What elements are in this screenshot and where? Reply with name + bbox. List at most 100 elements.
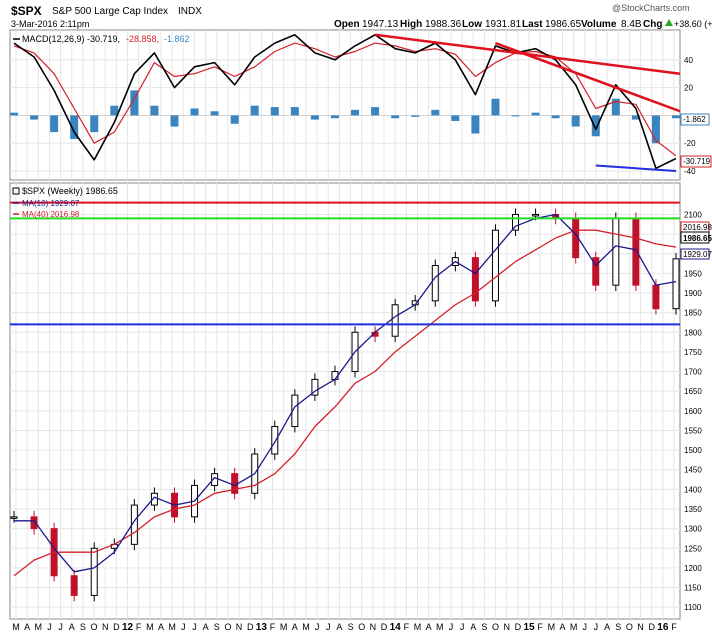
x-tick-label: N (370, 622, 377, 632)
x-tick-label: N (503, 622, 510, 632)
open-label: Open (334, 19, 360, 30)
price-legend-swatch (12, 187, 20, 195)
price-candle-body (471, 257, 479, 302)
macd-histogram-bar (491, 98, 500, 116)
x-tick-label: O (358, 622, 365, 632)
macd-legend-signal: -28.858, (126, 34, 159, 44)
macd-badge (680, 155, 712, 168)
x-tick-label: J (315, 622, 320, 632)
macd-histogram-bar (270, 107, 279, 116)
x-tick-label: J (449, 622, 454, 632)
macd-badge-text: -30.719 (683, 157, 711, 166)
price-candle-body (10, 516, 18, 519)
price-y-tick-label: 1950 (684, 269, 702, 278)
macd-histogram-bar (451, 115, 460, 121)
high-label: High (400, 19, 422, 30)
macd-histogram-bar (411, 115, 420, 117)
price-candle-body (612, 217, 620, 286)
x-tick-label: 12 (122, 622, 134, 633)
macd-histogram-bar (471, 115, 480, 134)
ma40-badge-text: 2016.98 (683, 223, 712, 232)
x-tick-label: F (136, 622, 142, 632)
x-tick-label: A (203, 622, 209, 632)
chart-header: $SPX S&P 500 Large Cap Index INDX @Stock… (11, 3, 712, 30)
x-tick-label: F (270, 622, 276, 632)
price-y-tick-label: 1200 (684, 564, 702, 573)
low-label: Low (462, 19, 482, 30)
macd-panel (10, 33, 681, 173)
price-candle-body (391, 304, 399, 337)
macd-histogram-bar (10, 112, 18, 116)
macd-histogram-bar (210, 111, 219, 116)
x-tick-label: J (192, 622, 197, 632)
price-y-tick-label: 1350 (684, 505, 702, 514)
macd-divergence-line (595, 164, 677, 173)
price-y-tick-label: 1300 (684, 525, 702, 534)
chart-date: 3-Mar-2016 2:11pm (11, 19, 89, 29)
price-candle-body (90, 547, 98, 596)
price-y-tick-label: 1250 (684, 544, 702, 553)
price-candle-body (271, 426, 279, 455)
x-tick-label: M (436, 622, 444, 632)
macd-histogram-bar (391, 115, 400, 119)
x-tick-label: M (168, 622, 176, 632)
macd-histogram-bar (330, 115, 339, 119)
ma10-badge (680, 248, 710, 260)
x-tick-label: 14 (390, 622, 402, 633)
x-tick-label: D (247, 622, 254, 632)
price-y-tick-label: 1850 (684, 309, 702, 318)
last-value: 1986.65 (545, 19, 582, 30)
hist-badge-text: -1.862 (683, 115, 706, 124)
x-tick-label: M (548, 622, 556, 632)
ma10-badge-text: 1929.07 (683, 250, 712, 259)
exchange: INDX (178, 6, 202, 17)
x-tick-label: J (181, 622, 186, 632)
x-tick-label: S (481, 622, 487, 632)
macd-legend: MACD(12,26,9) -30.719, -28.858, -1.862 (13, 34, 190, 44)
x-tick-label: M (146, 622, 154, 632)
price-candle-body (652, 284, 660, 310)
open-value: 1947.13 (362, 19, 399, 30)
x-tick-label: F (404, 622, 410, 632)
macd-histogram-bar (190, 108, 199, 116)
price-badges: 2016.98 1986.65 1929.07 (680, 221, 712, 260)
price-panel-frame (9, 182, 681, 620)
macd-histogram-bar (672, 115, 680, 119)
price-legend-ma10: MA(10) 1929.07 (22, 199, 80, 208)
x-tick-label: N (637, 622, 644, 632)
x-tick-label: A (292, 622, 298, 632)
x-tick-label: O (91, 622, 98, 632)
price-y-tick-label: 1800 (684, 328, 702, 337)
price-candle-body (30, 516, 38, 530)
macd-badges: -1.862 -30.719 (680, 113, 712, 168)
price-y-tick-label: 2100 (684, 210, 702, 219)
macd-histogram-bar (531, 112, 540, 116)
price-candle-body (431, 265, 439, 302)
last-label: Last (522, 19, 543, 30)
high-value: 1988.36 (425, 19, 462, 30)
macd-histogram-bar (290, 107, 299, 116)
ma10-line (14, 213, 677, 573)
price-candle-body (150, 492, 158, 506)
macd-y-tick-label: -20 (684, 139, 696, 148)
volume-value: 8.4B (621, 19, 642, 30)
x-tick-label: M (35, 622, 43, 632)
macd-histogram-bar (351, 109, 360, 116)
price-candle-body (70, 575, 78, 596)
macd-histogram-bar (250, 105, 259, 116)
macd-histogram-bar (371, 107, 380, 116)
x-tick-label: M (280, 622, 288, 632)
x-tick-label: J (583, 622, 588, 632)
x-tick-label: M (570, 622, 578, 632)
x-tick-label: M (414, 622, 422, 632)
price-panel (10, 201, 680, 602)
x-tick-label: N (236, 622, 243, 632)
macd-signal-line (13, 42, 677, 157)
macd-histogram-bar (50, 115, 59, 133)
macd-line (13, 34, 677, 170)
x-tick-label: O (224, 622, 231, 632)
macd-histogram-bar (150, 105, 159, 116)
index-name: S&P 500 Large Cap Index (52, 6, 168, 17)
macd-histogram-bar (631, 115, 640, 120)
last-badge (680, 231, 710, 244)
